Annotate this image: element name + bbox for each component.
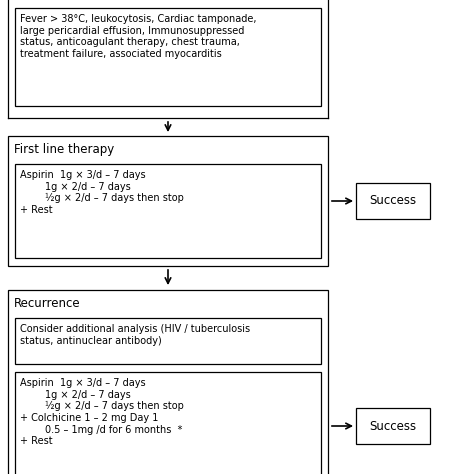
Text: First line therapy: First line therapy	[14, 143, 114, 156]
Bar	[8, 136, 328, 266]
Text: Consider additional analysis (HIV / tuberculosis
status, antinuclear antibody): Consider additional analysis (HIV / tube…	[20, 324, 250, 346]
Bar	[8, 290, 328, 474]
Text: Fever > 38°C, leukocytosis, Cardiac tamponade,
large pericardial effusion, Immun: Fever > 38°C, leukocytosis, Cardiac tamp…	[20, 14, 256, 59]
Text: Recurrence: Recurrence	[14, 297, 81, 310]
Bar	[356, 408, 430, 444]
Text: Success: Success	[369, 194, 417, 208]
Bar	[15, 372, 321, 474]
Text: Aspirin  1g × 3/d – 7 days
        1g × 2/d – 7 days
        ½g × 2/d – 7 days t: Aspirin 1g × 3/d – 7 days 1g × 2/d – 7 d…	[20, 378, 184, 446]
Bar	[15, 164, 321, 258]
Text: Aspirin  1g × 3/d – 7 days
        1g × 2/d – 7 days
        ½g × 2/d – 7 days t: Aspirin 1g × 3/d – 7 days 1g × 2/d – 7 d…	[20, 170, 184, 215]
Bar	[356, 183, 430, 219]
Bar	[15, 318, 321, 364]
Bar	[15, 8, 321, 106]
Text: Success: Success	[369, 419, 417, 432]
